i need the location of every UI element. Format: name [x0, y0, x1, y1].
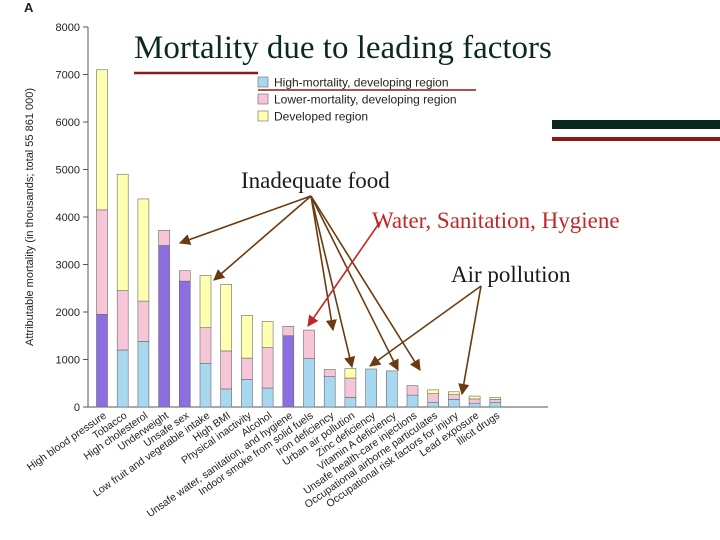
bar-lead-exposure-developed-region [468, 395, 481, 400]
y-tick-label: 5000 [56, 165, 80, 177]
bar-vitamin-a-deficiency-high-mortality-developing-region [385, 370, 398, 408]
y-tick-label: 6000 [56, 117, 80, 129]
bar-alcohol-lower-mortality-developing-region [261, 347, 274, 389]
bar-occupational-risk-factors-for-injury-high-mortality-developing-region [448, 399, 460, 408]
decor-bar-red [552, 137, 720, 141]
bar-urban-air-pollution-lower-mortality-developing-region [344, 377, 357, 398]
legend-swatch-developed-region [257, 110, 269, 122]
y-tick-label: 8000 [56, 22, 80, 34]
y-tick-label: 0 [74, 402, 80, 414]
bar-low-fruit-and-vegetable-intake-lower-mortality-developing-region [199, 327, 212, 364]
annotation-arrow [213, 195, 312, 281]
bar-underweight-lower-mortality-developing-region [158, 230, 170, 246]
bar-occupational-airborne-particulates-developed-region [427, 389, 440, 394]
bar-alcohol-high-mortality-developing-region [261, 387, 274, 408]
bar-iron-deficiency-lower-mortality-developing-region [323, 369, 336, 377]
annotation-arrow [310, 195, 399, 372]
annotation-arrow [178, 195, 312, 245]
bar-physical-inactivity-developed-region [241, 315, 253, 359]
legend-swatch-lower-mortality-developing-region [257, 93, 269, 105]
bar-physical-inactivity-high-mortality-developing-region [241, 379, 253, 408]
panel-label: A [24, 0, 34, 15]
bar-indoor-smoke-from-solid-fuels-lower-mortality-developing-region [303, 329, 315, 359]
bar-lead-exposure-lower-mortality-developing-region [468, 398, 481, 404]
bar-low-fruit-and-vegetable-intake-developed-region [199, 275, 212, 328]
y-tick-label: 4000 [56, 212, 80, 224]
bar-occupational-airborne-particulates-lower-mortality-developing-region [427, 393, 440, 403]
annotation-inadequate-food: Inadequate food [241, 168, 390, 193]
page-title: Mortality due to leading factors [134, 30, 552, 66]
annotation-arrow [310, 195, 356, 369]
annotation-arrow [458, 285, 482, 396]
y-tick-label: 3000 [56, 260, 80, 272]
legend-swatch-high-mortality-developing-region [257, 76, 269, 88]
bar-high-cholesterol-lower-mortality-developing-region [137, 300, 150, 342]
bar-high-cholesterol-developed-region [137, 198, 150, 302]
bar-indoor-smoke-from-solid-fuels-high-mortality-developing-region [303, 358, 315, 408]
bar-unsafe-water-sanitation-and-hygiene-high-mortality-developing-region [282, 335, 295, 408]
bar-occupational-risk-factors-for-injury-lower-mortality-developing-region [448, 394, 460, 400]
bar-high-cholesterol-high-mortality-developing-region [137, 341, 150, 408]
bar-unsafe-sex-high-mortality-developing-region [179, 280, 191, 408]
bar-tobacco-developed-region [116, 173, 129, 291]
bar-physical-inactivity-lower-mortality-developing-region [241, 357, 253, 380]
bar-unsafe-sex-lower-mortality-developing-region [179, 270, 191, 282]
y-axis-label: Attributable mortality (in thousands; to… [24, 88, 36, 346]
bar-lead-exposure-high-mortality-developing-region [468, 402, 481, 408]
bar-urban-air-pollution-high-mortality-developing-region [344, 397, 357, 408]
y-tick-label: 2000 [56, 307, 80, 319]
bar-tobacco-lower-mortality-developing-region [116, 290, 129, 351]
bar-high-blood-pressure-high-mortality-developing-region [96, 314, 108, 408]
y-tick-label: 1000 [56, 355, 80, 367]
bar-high-bmi-lower-mortality-developing-region [220, 350, 232, 390]
bar-occupational-risk-factors-for-injury-developed-region [448, 391, 460, 395]
bar-urban-air-pollution-developed-region [344, 368, 357, 379]
bar-low-fruit-and-vegetable-intake-high-mortality-developing-region [199, 362, 212, 408]
bar-illicit-drugs-lower-mortality-developing-region [489, 399, 502, 403]
annotation-water-sanitation-hygiene: Water, Sanitation, Hygiene [372, 208, 620, 233]
bar-iron-deficiency-high-mortality-developing-region [323, 376, 336, 408]
annotation-arrow [307, 221, 381, 327]
bar-high-bmi-high-mortality-developing-region [220, 388, 232, 408]
annotation-air-pollution: Air pollution [451, 262, 571, 287]
bar-zinc-deficiency-high-mortality-developing-region [365, 368, 377, 408]
bar-underweight-high-mortality-developing-region [158, 245, 170, 408]
bar-illicit-drugs-developed-region [489, 397, 502, 400]
bar-high-blood-pressure-developed-region [96, 69, 108, 211]
bar-unsafe-health-care-injections-lower-mortality-developing-region [406, 385, 419, 396]
annotation-arrow [310, 195, 421, 371]
legend-entry-developed-region: Developed region [274, 110, 368, 124]
bar-tobacco-high-mortality-developing-region [116, 349, 129, 408]
decor-bar-green [552, 120, 720, 129]
bar-unsafe-water-sanitation-and-hygiene-lower-mortality-developing-region [282, 325, 295, 337]
legend-entry-lower-mortality-developing-region: Lower-mortality, developing region [274, 93, 457, 107]
y-tick-label: 7000 [56, 70, 80, 82]
annotation-arrow [310, 195, 337, 332]
bar-high-blood-pressure-lower-mortality-developing-region [96, 209, 108, 315]
bar-high-bmi-developed-region [220, 284, 232, 352]
bar-unsafe-health-care-injections-high-mortality-developing-region [406, 394, 419, 408]
annotation-arrow [369, 285, 482, 367]
bar-alcohol-developed-region [261, 321, 274, 348]
bar-illicit-drugs-high-mortality-developing-region [489, 401, 502, 408]
bar-occupational-airborne-particulates-high-mortality-developing-region [427, 401, 440, 408]
legend-entry-high-mortality-developing-region: High-mortality, developing region [274, 76, 449, 90]
